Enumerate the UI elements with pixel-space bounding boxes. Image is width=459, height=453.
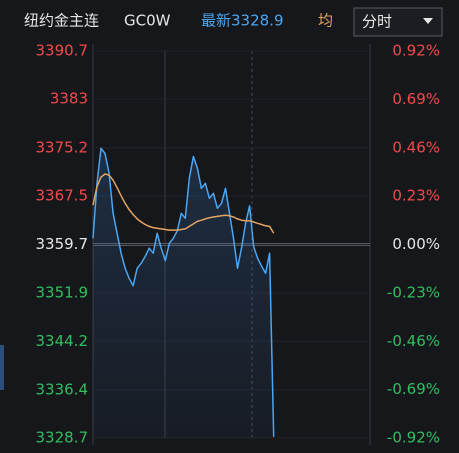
latest-price: 最新3328.9 (201, 12, 284, 30)
y2-tick-label: -0.69% (387, 380, 440, 398)
title: 纽约金主连 (24, 12, 99, 30)
price-line (92, 147, 275, 437)
code: GC0W (124, 12, 171, 30)
y2-tick-label: 0.46% (392, 138, 440, 156)
y-tick-label: 3344.2 (36, 332, 89, 350)
dropdown-label[interactable]: 分时 (362, 13, 392, 31)
y-tick-label: 3367.5 (36, 186, 89, 204)
y-tick-label: 3351.9 (36, 284, 89, 302)
y-tick-label: 3336.4 (36, 380, 89, 398)
y2-tick-label: 0.69% (392, 90, 440, 108)
y-tick-label: 3383 (50, 90, 88, 108)
y2-tick-label: -0.92% (387, 429, 440, 447)
y2-tick-label: 0.92% (392, 42, 440, 60)
y-tick-label: 3359.7 (36, 235, 89, 253)
average-line (92, 173, 275, 234)
y-tick-label: 3328.7 (36, 429, 89, 447)
y2-tick-label: 0.23% (392, 187, 440, 205)
y-tick-label: 3375.2 (36, 138, 89, 156)
dropdown-arrow[interactable] (423, 18, 433, 24)
y2-tick-label: 0.00% (392, 235, 440, 253)
side-tab (0, 345, 4, 390)
y-tick-label: 3390.7 (36, 42, 89, 60)
y2-tick-label: -0.23% (387, 283, 440, 301)
price-area (93, 148, 274, 438)
legend-avg: 均 (318, 12, 333, 30)
y2-tick-label: -0.46% (387, 332, 440, 350)
period-dropdown[interactable]: 分时 (353, 7, 443, 37)
